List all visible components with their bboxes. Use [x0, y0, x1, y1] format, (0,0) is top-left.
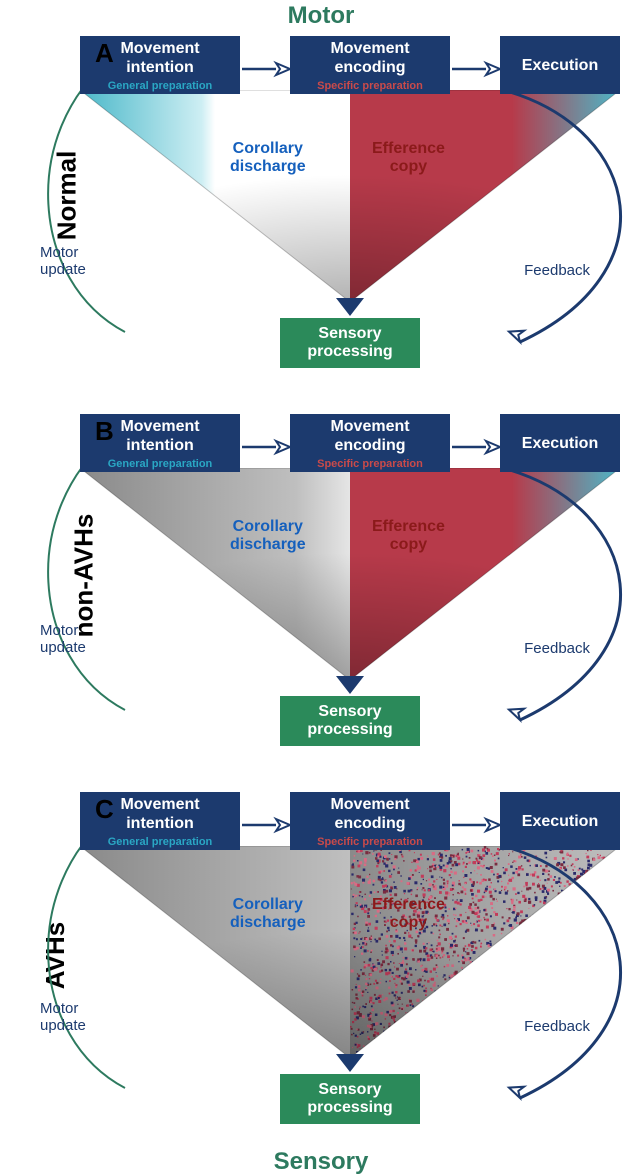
panel-label: B: [95, 416, 114, 447]
label-feedback: Feedback: [524, 640, 590, 657]
motor-boxes-row: MovementintentionGeneral preparationMove…: [80, 792, 620, 850]
panel-A: AMovementintentionGeneral preparationMov…: [80, 32, 620, 392]
panel-label: C: [95, 794, 114, 825]
motor-boxes-row: MovementintentionGeneral preparationMove…: [80, 414, 620, 472]
label-motor-update: Motorupdate: [40, 1000, 86, 1035]
arrow-feedback: [500, 92, 642, 367]
title-sensory: Sensory: [0, 1148, 642, 1176]
label-feedback: Feedback: [524, 262, 590, 279]
motor-boxes-row: MovementintentionGeneral preparationMove…: [80, 36, 620, 94]
box-sensory: Sensoryprocessing: [280, 318, 420, 368]
panel-label: A: [95, 38, 114, 69]
box-execution: Execution: [500, 36, 620, 94]
arrow-motor-update: [20, 52, 160, 347]
box-encoding: MovementencodingSpecific preparation: [290, 36, 450, 94]
label-corollary-discharge: Corollarydischarge: [230, 896, 306, 933]
panel-B: BMovementintentionGeneral preparationMov…: [80, 410, 620, 770]
apex-arrowhead-icon: [336, 298, 364, 321]
arrow-feedback: [500, 470, 642, 745]
label-efference-copy: Efferencecopy: [372, 140, 445, 177]
label-efference-copy: Efferencecopy: [372, 518, 445, 555]
box-sensory: Sensoryprocessing: [280, 1074, 420, 1124]
label-corollary-discharge: Corollarydischarge: [230, 518, 306, 555]
label-corollary-discharge: Corollarydischarge: [230, 140, 306, 177]
box-encoding: MovementencodingSpecific preparation: [290, 792, 450, 850]
label-feedback: Feedback: [524, 1018, 590, 1035]
arrow-motor-update: [20, 808, 160, 1103]
label-efference-copy: Efferencecopy: [372, 896, 445, 933]
title-motor: Motor: [0, 2, 642, 30]
box-sensory: Sensoryprocessing: [280, 696, 420, 746]
arrow-feedback: [500, 848, 642, 1123]
apex-arrowhead-icon: [336, 1054, 364, 1077]
apex-arrowhead-icon: [336, 676, 364, 699]
arrow-motor-update: [20, 430, 160, 725]
panel-C: CMovementintentionGeneral preparationMov…: [80, 788, 620, 1148]
box-execution: Execution: [500, 414, 620, 472]
box-execution: Execution: [500, 792, 620, 850]
box-encoding: MovementencodingSpecific preparation: [290, 414, 450, 472]
label-motor-update: Motorupdate: [40, 622, 86, 657]
label-motor-update: Motorupdate: [40, 244, 86, 279]
